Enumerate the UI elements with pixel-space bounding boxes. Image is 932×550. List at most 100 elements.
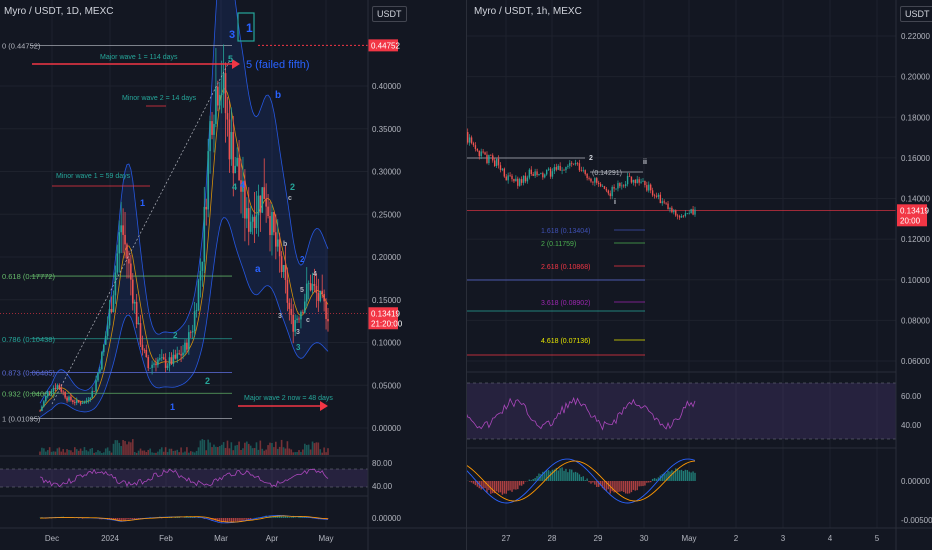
volume-bar bbox=[124, 441, 126, 455]
rsi-line bbox=[467, 396, 696, 431]
candle-body bbox=[578, 163, 581, 171]
volume-bar bbox=[284, 448, 287, 455]
macd-histogram-bar bbox=[470, 481, 473, 483]
volume-bar bbox=[246, 441, 248, 455]
macd-histogram-bar bbox=[576, 472, 579, 481]
candle-body bbox=[147, 357, 150, 369]
projection-level-label: 3.618 (0.08902) bbox=[541, 300, 590, 307]
candle-body bbox=[143, 349, 146, 351]
candle-body bbox=[224, 73, 227, 114]
candle-body bbox=[513, 179, 515, 182]
candle-body bbox=[265, 198, 267, 207]
volume-bar bbox=[188, 452, 190, 455]
volume-bar bbox=[170, 448, 173, 455]
volume-bar bbox=[52, 451, 55, 455]
volume-bar bbox=[122, 440, 124, 455]
volume-bar bbox=[120, 446, 122, 455]
candle-body bbox=[203, 206, 206, 262]
candle-body bbox=[542, 173, 544, 178]
macd-histogram-bar bbox=[124, 518, 126, 521]
volume-bar bbox=[85, 450, 88, 455]
volume-bar bbox=[319, 449, 322, 455]
volume-bar bbox=[242, 448, 244, 455]
candle-body bbox=[536, 171, 538, 176]
right-currency-button[interactable]: USDT bbox=[900, 6, 932, 22]
candle-body bbox=[571, 162, 573, 164]
volume-bar bbox=[159, 449, 161, 455]
macd-histogram-bar bbox=[468, 481, 471, 482]
candle-body bbox=[678, 216, 681, 218]
candle-body bbox=[116, 253, 119, 273]
macd-histogram-bar bbox=[120, 518, 122, 521]
candle-body bbox=[325, 301, 327, 320]
price-axis-label: 0.08000 bbox=[901, 316, 930, 325]
volume-bar bbox=[230, 442, 233, 455]
wave-label: ii bbox=[643, 159, 647, 166]
candle-body bbox=[526, 177, 529, 182]
candle-body bbox=[580, 170, 583, 171]
volume-bar bbox=[302, 449, 304, 455]
candle-body bbox=[273, 212, 275, 233]
price-axis-label: 0.30000 bbox=[372, 168, 401, 177]
candle-body bbox=[66, 397, 68, 401]
macd-histogram-bar bbox=[676, 468, 679, 481]
candle-body bbox=[232, 132, 235, 174]
candle-body bbox=[296, 318, 298, 321]
volume-bar bbox=[110, 452, 113, 455]
volume-bar bbox=[172, 450, 175, 455]
macd-histogram-bar bbox=[224, 518, 227, 523]
candle-body bbox=[251, 216, 254, 222]
volume-bar bbox=[112, 443, 115, 455]
candle-body bbox=[114, 272, 117, 296]
candle-body bbox=[628, 175, 631, 177]
candle-body bbox=[667, 203, 669, 210]
volume-bar bbox=[296, 452, 298, 455]
candle-body bbox=[124, 234, 126, 245]
macd-histogram-bar bbox=[540, 474, 542, 481]
macd-histogram-bar bbox=[286, 516, 289, 518]
candle-body bbox=[307, 283, 310, 284]
pane-divider[interactable] bbox=[466, 0, 467, 550]
macd-histogram-bar bbox=[675, 468, 677, 481]
volume-bar bbox=[255, 442, 258, 455]
candle-body bbox=[495, 158, 498, 167]
macd-histogram-bar bbox=[684, 469, 687, 481]
macd-histogram-bar bbox=[619, 481, 621, 492]
wave-label: 5 bbox=[228, 54, 233, 64]
volume-bar bbox=[313, 443, 316, 455]
fib-level-label: 0.873 (0.06485) bbox=[2, 369, 55, 378]
wave-label: 3 bbox=[229, 29, 235, 41]
volume-bar bbox=[247, 443, 250, 455]
candle-body bbox=[230, 132, 233, 160]
candle-body bbox=[217, 86, 219, 106]
volume-bar bbox=[257, 449, 260, 455]
volume-bar bbox=[56, 448, 59, 455]
volume-bar bbox=[288, 448, 291, 455]
macd-histogram-bar bbox=[81, 518, 84, 519]
candle-body bbox=[680, 215, 683, 218]
left-currency-button[interactable]: USDT bbox=[372, 6, 407, 22]
macd-histogram-bar bbox=[551, 469, 554, 481]
candle-body bbox=[234, 165, 237, 174]
wave-label: b bbox=[283, 241, 287, 248]
candle-body bbox=[195, 309, 198, 312]
candle-body bbox=[168, 357, 171, 366]
macd-histogram-bar bbox=[226, 518, 229, 523]
candle-body bbox=[41, 406, 43, 411]
left-chart[interactable]: 0 (0.44752) 0.618 (0.17772) 0.786 (0.10438… bbox=[0, 0, 466, 550]
candle-body bbox=[588, 178, 590, 179]
volume-bar bbox=[151, 452, 153, 455]
candle-body bbox=[323, 294, 325, 302]
candle-body bbox=[288, 302, 291, 309]
macd-axis-label: 0.00000 bbox=[901, 477, 930, 486]
volume-bar bbox=[126, 444, 128, 455]
candle-body bbox=[476, 148, 479, 151]
macd-histogram-bar bbox=[190, 516, 192, 518]
candle-body bbox=[651, 190, 654, 196]
macd-histogram-bar bbox=[686, 470, 688, 481]
price-tag-timer: 21:20:00 bbox=[371, 319, 403, 328]
major-wave-1-label: Major wave 1 = 114 days bbox=[100, 54, 178, 61]
macd-histogram-bar bbox=[590, 481, 592, 484]
right-chart[interactable]: (0.15887)(0.14291)1.618 (0.13404)2 (0.11… bbox=[467, 0, 932, 550]
